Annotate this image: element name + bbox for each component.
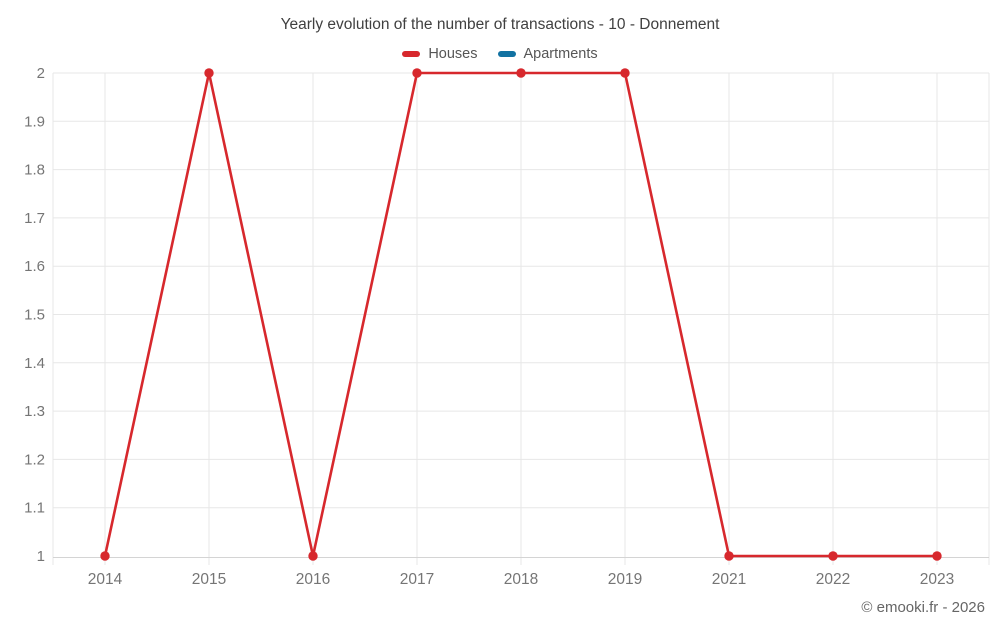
y-tick-label: 2 [37,65,45,82]
legend-label: Houses [428,46,478,62]
data-point-houses [204,68,214,78]
copyright-credit: © emooki.fr - 2026 [861,599,985,616]
x-tick-label: 2014 [88,571,123,588]
x-tick-label: 2018 [504,571,538,588]
legend-label: Apartments [523,46,598,62]
y-tick-label: 1.5 [24,307,45,324]
x-tick-label: 2019 [608,571,642,588]
y-tick-label: 1.7 [24,210,45,227]
y-tick-label: 1.6 [24,258,45,275]
data-point-houses [620,68,630,78]
data-point-houses [412,68,422,78]
chart-legend: Houses Apartments [0,46,1000,62]
x-tick-label: 2023 [920,571,954,588]
data-point-houses [516,68,526,78]
x-tick-label: 2016 [296,571,330,588]
legend-swatch-icon [402,51,421,57]
y-tick-label: 1.3 [24,403,45,420]
data-point-houses [932,551,942,561]
data-point-houses [100,551,110,561]
legend-item-houses[interactable]: Houses [402,46,478,62]
x-tick-label: 2022 [816,571,850,588]
chart-title: Yearly evolution of the number of transa… [280,16,720,33]
y-tick-label: 1.1 [24,500,45,517]
data-point-houses [724,551,734,561]
y-tick-label: 1.8 [24,162,45,179]
y-tick-label: 1 [37,548,45,565]
y-tick-label: 1.9 [24,113,45,130]
x-tick-label: 2017 [400,571,434,588]
x-tick-label: 2021 [712,571,746,588]
y-tick-label: 1.4 [24,355,45,372]
data-point-houses [828,551,838,561]
y-tick-label: 1.2 [24,451,45,468]
x-tick-label: 2015 [192,571,226,588]
data-point-houses [308,551,318,561]
legend-item-apartments[interactable]: Apartments [497,46,598,62]
legend-swatch-icon [497,51,516,57]
